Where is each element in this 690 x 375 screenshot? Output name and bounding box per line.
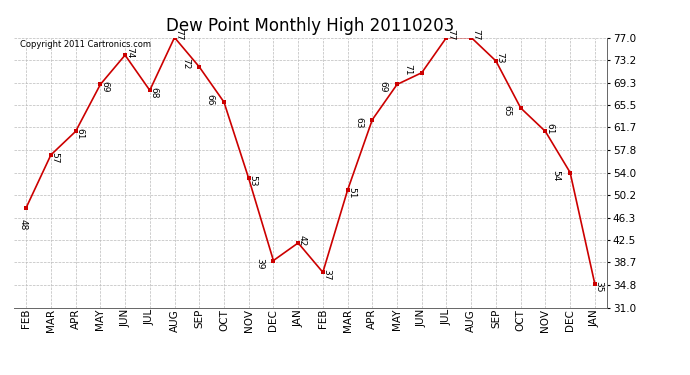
- Text: 61: 61: [545, 123, 554, 134]
- Text: 48: 48: [19, 219, 28, 230]
- Text: 51: 51: [347, 187, 356, 199]
- Text: Copyright 2011 Cartronics.com: Copyright 2011 Cartronics.com: [20, 40, 150, 49]
- Text: 72: 72: [181, 58, 190, 70]
- Text: 77: 77: [471, 29, 480, 40]
- Text: 39: 39: [255, 258, 264, 269]
- Text: 77: 77: [446, 29, 455, 40]
- Title: Dew Point Monthly High 20110203: Dew Point Monthly High 20110203: [166, 16, 455, 34]
- Text: 74: 74: [125, 46, 134, 58]
- Text: 69: 69: [100, 81, 109, 93]
- Text: 65: 65: [502, 105, 511, 117]
- Text: 54: 54: [552, 170, 561, 181]
- Text: 73: 73: [495, 53, 504, 64]
- Text: 35: 35: [595, 281, 604, 292]
- Text: 42: 42: [298, 234, 307, 246]
- Text: 66: 66: [206, 93, 215, 105]
- Text: 77: 77: [174, 29, 183, 40]
- Text: 68: 68: [150, 87, 159, 99]
- Text: 53: 53: [248, 176, 257, 187]
- Text: 71: 71: [404, 64, 413, 76]
- Text: 61: 61: [75, 129, 84, 140]
- Text: 63: 63: [354, 117, 363, 128]
- Text: 57: 57: [50, 152, 59, 164]
- Text: 37: 37: [322, 269, 331, 281]
- Text: 69: 69: [379, 81, 388, 93]
